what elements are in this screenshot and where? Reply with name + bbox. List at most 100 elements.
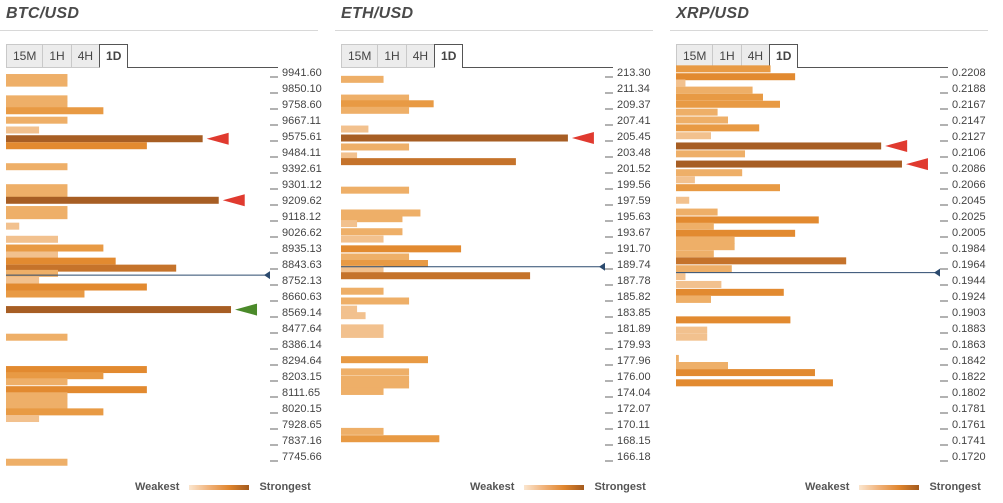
current-price-marker xyxy=(934,268,940,277)
confluence-bar xyxy=(341,287,384,295)
confluence-bar xyxy=(676,243,735,251)
price-label: 0.2167 xyxy=(952,99,986,111)
price-label: 0.1883 xyxy=(952,323,986,335)
confluence-bar xyxy=(676,257,847,265)
price-label: 195.63 xyxy=(617,211,651,223)
confluence-bar xyxy=(341,143,410,151)
tab-4h[interactable]: 4H xyxy=(740,44,770,68)
confluence-bar xyxy=(676,150,746,158)
confluence-bar xyxy=(6,404,68,412)
price-label: 183.85 xyxy=(617,307,651,319)
confluence-bar xyxy=(6,283,147,291)
tab-4h[interactable]: 4H xyxy=(405,44,435,68)
tab-1d[interactable]: 1D xyxy=(99,44,129,68)
confluence-bar xyxy=(341,215,403,223)
tab-1d[interactable]: 1D xyxy=(434,44,464,68)
confluence-bar xyxy=(6,333,68,341)
price-label: 0.2106 xyxy=(952,147,986,159)
confluence-bar xyxy=(341,253,410,261)
tab-15m[interactable]: 15M xyxy=(341,44,378,68)
confluence-bar xyxy=(341,265,384,273)
confluence-bar xyxy=(6,251,58,259)
confluence-bar xyxy=(676,93,763,101)
confluence-bar xyxy=(6,290,85,298)
price-label: 0.2127 xyxy=(952,131,986,143)
price-label: 177.96 xyxy=(617,355,651,367)
price-label: 185.82 xyxy=(617,291,651,303)
confluence-bar xyxy=(6,116,68,124)
resistance-arrow xyxy=(206,132,229,145)
price-label: 179.93 xyxy=(617,339,651,351)
price-label: 211.34 xyxy=(617,83,650,95)
support-arrow xyxy=(235,303,258,316)
price-label: 7928.65 xyxy=(282,419,322,431)
confluence-chart: 0.2208 0.2188 0.2167 0.2147 0.2127 0.2106 0.20… xyxy=(676,65,986,463)
resistance-arrow xyxy=(222,194,245,207)
price-label: 9301.12 xyxy=(282,179,322,191)
tab-4h[interactable]: 4H xyxy=(70,44,100,68)
confluence-bar xyxy=(341,152,358,160)
price-label: 0.1842 xyxy=(952,355,986,367)
legend-strongest: Strongest xyxy=(594,481,646,493)
confluence-bar xyxy=(341,125,369,133)
price-label: 8386.14 xyxy=(282,339,322,351)
price-label: 9575.61 xyxy=(282,131,322,143)
price-label: 172.07 xyxy=(617,403,651,415)
confluence-bar xyxy=(6,135,203,143)
timeframe-tabs: 15M 1H 4H 1D xyxy=(341,44,464,68)
confluence-bar xyxy=(6,126,40,134)
price-label: 0.1903 xyxy=(952,307,986,319)
confluence-bar xyxy=(341,435,440,443)
confluence-bar xyxy=(341,94,410,102)
tab-15m[interactable]: 15M xyxy=(676,44,713,68)
tab-1h[interactable]: 1H xyxy=(712,44,741,68)
price-label: 189.74 xyxy=(617,259,651,271)
confluence-bar xyxy=(341,356,428,364)
confluence-bar xyxy=(676,100,780,108)
price-label: 181.89 xyxy=(617,323,651,335)
resistance-arrow xyxy=(885,139,908,152)
confluence-bar xyxy=(676,79,686,87)
tab-15m[interactable]: 15M xyxy=(6,44,43,68)
confluence-bar xyxy=(6,398,68,406)
confluence-bar xyxy=(676,116,728,124)
strength-legend: Weakest Strongest xyxy=(470,481,646,493)
price-label: 176.00 xyxy=(617,371,651,383)
confluence-bar xyxy=(341,134,568,142)
tab-1h[interactable]: 1H xyxy=(42,44,71,68)
tab-underline xyxy=(462,67,613,68)
tab-1d[interactable]: 1D xyxy=(769,44,799,68)
confluence-bar xyxy=(676,222,714,230)
price-label: 187.78 xyxy=(617,275,651,287)
confluence-bar xyxy=(6,257,116,265)
confluence-bar xyxy=(6,276,40,284)
price-label: 0.1802 xyxy=(952,387,986,399)
confluence-bar xyxy=(341,106,410,114)
price-label: 207.41 xyxy=(617,115,651,127)
confluence-bar xyxy=(676,184,780,192)
confluence-bar xyxy=(676,362,728,370)
price-label: 0.1924 xyxy=(952,291,986,303)
price-label: 9484.11 xyxy=(282,147,321,159)
confluence-bar xyxy=(341,209,421,217)
confluence-bar xyxy=(676,273,686,281)
confluence-bar xyxy=(6,386,147,394)
confluence-bar xyxy=(676,316,791,324)
legend-gradient xyxy=(189,484,250,490)
panel-title: XRP/USD xyxy=(676,5,750,22)
price-label: 0.2005 xyxy=(952,227,986,239)
confluence-bar xyxy=(6,306,232,314)
price-label: 0.2086 xyxy=(952,163,986,175)
price-label: 7837.16 xyxy=(282,435,322,447)
legend-gradient xyxy=(524,484,585,490)
price-label: 8660.63 xyxy=(282,291,322,303)
confluence-bar xyxy=(676,326,708,334)
price-label: 174.04 xyxy=(617,387,651,399)
resistance-arrow xyxy=(571,132,594,145)
tab-1h[interactable]: 1H xyxy=(377,44,406,68)
confluence-bar xyxy=(341,75,384,83)
confluence-bar xyxy=(676,295,711,303)
confluence-bar xyxy=(6,269,58,277)
title-divider xyxy=(335,30,653,31)
resistance-arrow xyxy=(905,158,928,171)
